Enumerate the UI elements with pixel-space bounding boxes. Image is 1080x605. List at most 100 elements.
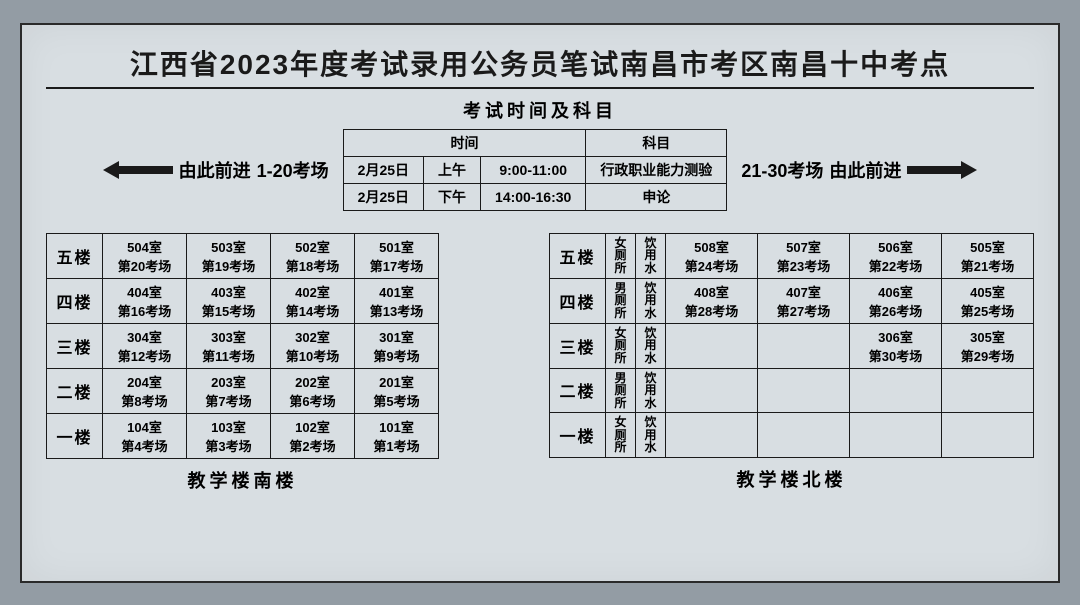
south-table: 五楼504室第20考场503室第19考场502室第18考场501室第17考场四楼… bbox=[46, 233, 439, 459]
room-cell: 304室第12考场 bbox=[103, 323, 187, 368]
north-table: 五楼女厕所饮用水508室第24考场507室第23考场506室第22考场505室第… bbox=[549, 233, 1034, 459]
floor-label: 二楼 bbox=[47, 368, 103, 413]
schedule-ampm: 上午 bbox=[424, 156, 481, 183]
floor-label: 四楼 bbox=[47, 278, 103, 323]
room-cell: 305室第29考场 bbox=[942, 323, 1034, 368]
room-cell: 302室第10考场 bbox=[271, 323, 355, 368]
room-cell: 501室第17考场 bbox=[355, 233, 439, 278]
north-building-name: 教学楼北楼 bbox=[549, 466, 1034, 492]
floor-row: 三楼女厕所饮用水 306室第30考场305室第29考场 bbox=[550, 323, 1034, 368]
empty-cell bbox=[758, 323, 850, 368]
room-cell: 404室第16考场 bbox=[103, 278, 187, 323]
direction-right-range: 21-30考场 bbox=[741, 157, 823, 183]
floor-row: 三楼304室第12考场303室第11考场302室第10考场301室第9考场 bbox=[47, 323, 439, 368]
floor-row: 二楼204室第8考场203室第7考场202室第6考场201室第5考场 bbox=[47, 368, 439, 413]
room-cell: 403室第15考场 bbox=[187, 278, 271, 323]
empty-cell bbox=[758, 413, 850, 458]
floor-label: 一楼 bbox=[550, 413, 606, 458]
exam-notice-sheet: 江西省2023年度考试录用公务员笔试南昌市考区南昌十中考点 考试时间及科目 由此… bbox=[20, 23, 1060, 583]
south-building: 五楼504室第20考场503室第19考场502室第18考场501室第17考场四楼… bbox=[46, 233, 439, 493]
north-building: 五楼女厕所饮用水508室第24考场507室第23考场506室第22考场505室第… bbox=[549, 233, 1034, 493]
floor-label: 三楼 bbox=[550, 323, 606, 368]
room-cell: 407室第27考场 bbox=[758, 278, 850, 323]
room-cell: 301室第9考场 bbox=[355, 323, 439, 368]
room-cell: 204室第8考场 bbox=[103, 368, 187, 413]
room-cell: 502室第18考场 bbox=[271, 233, 355, 278]
male-wc-cell: 男厕所 bbox=[606, 368, 636, 413]
room-cell: 503室第19考场 bbox=[187, 233, 271, 278]
empty-cell bbox=[666, 323, 758, 368]
room-cell: 203室第7考场 bbox=[187, 368, 271, 413]
room-cell: 101室第1考场 bbox=[355, 413, 439, 458]
room-cell: 104室第4考场 bbox=[103, 413, 187, 458]
drinking-water-cell: 饮用水 bbox=[636, 323, 666, 368]
room-cell: 401室第13考场 bbox=[355, 278, 439, 323]
arrow-right-icon bbox=[907, 159, 977, 181]
room-cell: 508室第24考场 bbox=[666, 233, 758, 278]
floor-label: 五楼 bbox=[47, 233, 103, 278]
schedule-row: 2月25日 下午 14:00-16:30 申论 bbox=[343, 183, 727, 210]
room-cell: 201室第5考场 bbox=[355, 368, 439, 413]
empty-cell bbox=[942, 413, 1034, 458]
floor-label: 一楼 bbox=[47, 413, 103, 458]
floor-row: 二楼男厕所饮用水 bbox=[550, 368, 1034, 413]
main-title: 江西省2023年度考试录用公务员笔试南昌市考区南昌十中考点 bbox=[46, 43, 1034, 89]
floor-row: 五楼504室第20考场503室第19考场502室第18考场501室第17考场 bbox=[47, 233, 439, 278]
direction-left: 由此前进 1-20考场 bbox=[103, 157, 329, 183]
floor-label: 三楼 bbox=[47, 323, 103, 368]
floor-row: 一楼104室第4考场103室第3考场102室第2考场101室第1考场 bbox=[47, 413, 439, 458]
empty-cell bbox=[666, 368, 758, 413]
room-cell: 202室第6考场 bbox=[271, 368, 355, 413]
room-cell: 306室第30考场 bbox=[850, 323, 942, 368]
room-cell: 102室第2考场 bbox=[271, 413, 355, 458]
schedule-subject: 行政职业能力测验 bbox=[586, 156, 727, 183]
south-building-name: 教学楼南楼 bbox=[46, 467, 439, 493]
drinking-water-cell: 饮用水 bbox=[636, 413, 666, 458]
room-cell: 405室第25考场 bbox=[942, 278, 1034, 323]
floor-label: 五楼 bbox=[550, 233, 606, 278]
arrow-left-icon bbox=[103, 159, 173, 181]
female-wc-cell: 女厕所 bbox=[606, 233, 636, 278]
schedule-date: 2月25日 bbox=[343, 183, 423, 210]
empty-cell bbox=[850, 413, 942, 458]
schedule-head-time: 时间 bbox=[343, 129, 586, 156]
female-wc-cell: 女厕所 bbox=[606, 413, 636, 458]
schedule-subject: 申论 bbox=[586, 183, 727, 210]
floor-row: 五楼女厕所饮用水508室第24考场507室第23考场506室第22考场505室第… bbox=[550, 233, 1034, 278]
schedule-time: 14:00-16:30 bbox=[481, 183, 586, 210]
female-wc-cell: 女厕所 bbox=[606, 323, 636, 368]
mid-row: 由此前进 1-20考场 时间 科目 2月25日 上午 9:00-11:00 行政… bbox=[46, 129, 1034, 211]
room-cell: 506室第22考场 bbox=[850, 233, 942, 278]
room-cell: 507室第23考场 bbox=[758, 233, 850, 278]
drinking-water-cell: 饮用水 bbox=[636, 368, 666, 413]
floor-row: 四楼男厕所饮用水408室第28考场407室第27考场406室第26考场405室第… bbox=[550, 278, 1034, 323]
room-cell: 402室第14考场 bbox=[271, 278, 355, 323]
schedule-table: 时间 科目 2月25日 上午 9:00-11:00 行政职业能力测验 2月25日… bbox=[343, 129, 728, 211]
drinking-water-cell: 饮用水 bbox=[636, 278, 666, 323]
floor-row: 四楼404室第16考场403室第15考场402室第14考场401室第13考场 bbox=[47, 278, 439, 323]
room-cell: 504室第20考场 bbox=[103, 233, 187, 278]
floor-label: 二楼 bbox=[550, 368, 606, 413]
empty-cell bbox=[758, 368, 850, 413]
schedule-ampm: 下午 bbox=[424, 183, 481, 210]
schedule-row: 2月25日 上午 9:00-11:00 行政职业能力测验 bbox=[343, 156, 727, 183]
room-cell: 303室第11考场 bbox=[187, 323, 271, 368]
floor-row: 一楼女厕所饮用水 bbox=[550, 413, 1034, 458]
empty-cell bbox=[666, 413, 758, 458]
buildings-row: 五楼504室第20考场503室第19考场502室第18考场501室第17考场四楼… bbox=[46, 233, 1034, 493]
direction-right-label: 由此前进 bbox=[829, 157, 901, 183]
schedule-head-subject: 科目 bbox=[586, 129, 727, 156]
direction-right: 21-30考场 由此前进 bbox=[741, 157, 977, 183]
room-cell: 406室第26考场 bbox=[850, 278, 942, 323]
schedule-subtitle: 考试时间及科目 bbox=[46, 97, 1034, 123]
empty-cell bbox=[942, 368, 1034, 413]
room-cell: 505室第21考场 bbox=[942, 233, 1034, 278]
schedule-date: 2月25日 bbox=[343, 156, 423, 183]
room-cell: 408室第28考场 bbox=[666, 278, 758, 323]
room-cell: 103室第3考场 bbox=[187, 413, 271, 458]
direction-left-label: 由此前进 bbox=[179, 157, 251, 183]
schedule-time: 9:00-11:00 bbox=[481, 156, 586, 183]
floor-label: 四楼 bbox=[550, 278, 606, 323]
direction-left-range: 1-20考场 bbox=[257, 157, 329, 183]
male-wc-cell: 男厕所 bbox=[606, 278, 636, 323]
